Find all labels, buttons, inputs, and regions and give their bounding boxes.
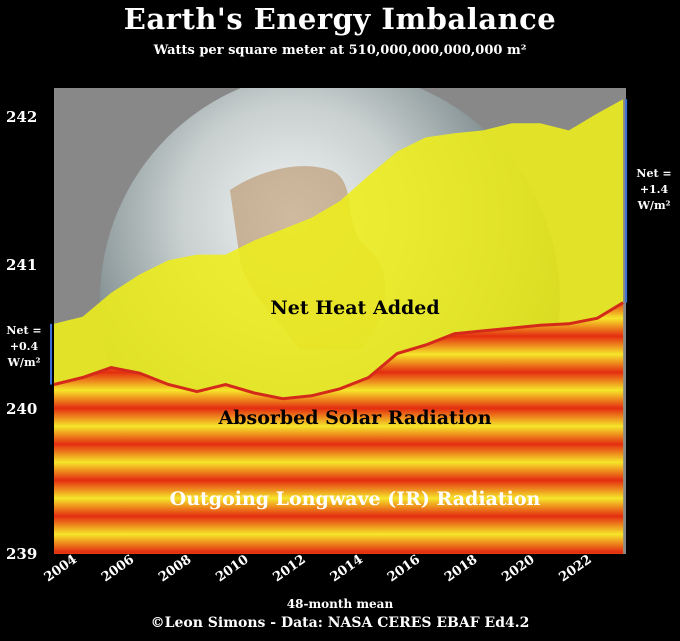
outgoing-band-stripe bbox=[54, 516, 624, 553]
net-start-note: Net = +0.4 W/m² bbox=[6, 324, 42, 369]
label-net-heat-added: Net Heat Added bbox=[270, 297, 440, 319]
x-tick-label: 2018 bbox=[442, 552, 480, 585]
x-axis-ticks: 2004 2006 2008 2010 2012 2014 2016 2018 2020 2022 bbox=[42, 552, 595, 585]
x-axis-label: 48-month mean bbox=[286, 597, 394, 611]
label-absorbed-solar: Absorbed Solar Radiation bbox=[218, 407, 492, 429]
outgoing-band-stripe bbox=[54, 444, 624, 481]
y-tick-239: 239 bbox=[6, 545, 38, 563]
x-tick-label: 2006 bbox=[99, 552, 137, 585]
x-tick-label: 2012 bbox=[270, 552, 308, 585]
x-tick-label: 2008 bbox=[156, 552, 194, 585]
chart-title: Earth's Energy Imbalance bbox=[123, 2, 557, 36]
label-outgoing-longwave: Outgoing Longwave (IR) Radiation bbox=[169, 488, 541, 510]
x-tick-label: 2014 bbox=[328, 552, 366, 585]
x-tick-label: 2020 bbox=[499, 552, 537, 585]
outgoing-band-stripe bbox=[54, 480, 624, 517]
net-end-note: Net = +1.4 W/m² bbox=[636, 167, 672, 212]
x-tick-label: 2022 bbox=[556, 552, 594, 585]
y-tick-242: 242 bbox=[6, 108, 38, 126]
x-tick-label: 2010 bbox=[213, 552, 251, 585]
outgoing-longwave-line bbox=[53, 301, 624, 401]
x-tick-label: 2004 bbox=[42, 552, 80, 585]
credit-line: ©Leon Simons - Data: NASA CERES EBAF Ed4… bbox=[150, 615, 530, 631]
y-tick-241: 241 bbox=[6, 256, 38, 274]
outgoing-band-stripe bbox=[54, 408, 624, 445]
y-tick-240: 240 bbox=[6, 400, 38, 418]
chart-subtitle: Watts per square meter at 510,000,000,00… bbox=[153, 43, 527, 58]
x-tick-label: 2016 bbox=[385, 552, 423, 585]
outgoing-band-stripe bbox=[54, 552, 624, 554]
